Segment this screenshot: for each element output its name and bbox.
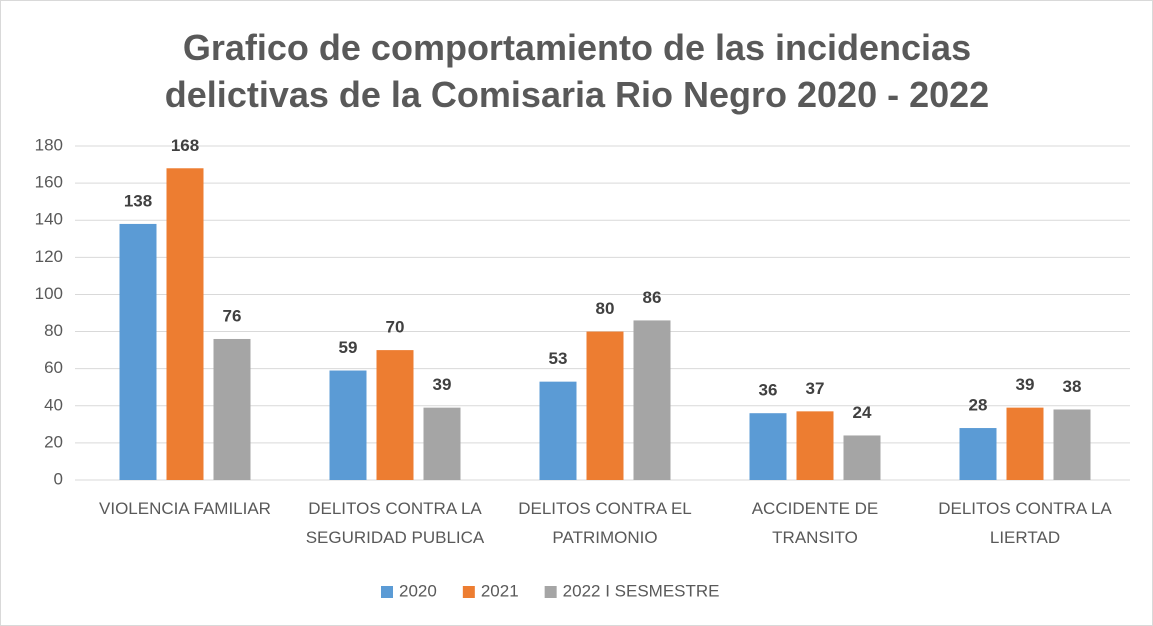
bar <box>959 428 997 480</box>
data-label: 80 <box>596 299 615 318</box>
legend-swatch <box>462 586 475 598</box>
legend-label: 2021 <box>481 581 519 600</box>
bar <box>1006 407 1044 480</box>
data-label: 38 <box>1063 377 1082 396</box>
bar <box>586 331 624 480</box>
x-tick-label: DELITOS CONTRA LA SEGURIDAD PUBLICA <box>306 499 485 547</box>
bar <box>843 435 881 480</box>
data-label: 36 <box>759 381 778 400</box>
x-tick-label: DELITOS CONTRA EL PATRIMONIO <box>518 499 692 547</box>
y-tick-label: 20 <box>44 432 63 451</box>
y-tick-label: 40 <box>44 395 63 414</box>
bar <box>329 370 367 480</box>
bar <box>213 338 251 480</box>
y-tick-label: 120 <box>35 247 63 266</box>
bar <box>539 381 577 480</box>
data-label: 168 <box>171 136 199 155</box>
data-label: 24 <box>853 403 872 422</box>
y-tick-label: 100 <box>35 284 63 303</box>
x-tick-label: DELITOS CONTRA LA LIERTAD <box>938 499 1112 547</box>
legend-label: 2020 <box>399 581 437 600</box>
x-tick-label: ACCIDENTE DE TRANSITO <box>752 499 879 547</box>
legend-swatch <box>544 586 557 598</box>
data-label: 76 <box>223 306 242 325</box>
data-label: 39 <box>433 375 452 394</box>
chart-title: Grafico de comportamiento de las inciden… <box>165 27 989 115</box>
y-tick-label: 180 <box>35 135 63 154</box>
data-label: 37 <box>806 379 825 398</box>
bar <box>166 168 204 480</box>
data-label: 28 <box>969 396 988 415</box>
data-label: 70 <box>386 318 405 337</box>
data-label: 39 <box>1016 375 1035 394</box>
legend-swatch <box>381 586 393 598</box>
data-label: 53 <box>549 349 568 368</box>
data-label: 138 <box>124 191 152 210</box>
x-tick-label: VIOLENCIA FAMILIAR <box>99 499 271 518</box>
bar <box>119 223 157 480</box>
bar <box>633 320 671 480</box>
bar <box>749 413 787 480</box>
y-tick-label: 60 <box>44 358 63 377</box>
data-label: 86 <box>643 288 662 307</box>
y-tick-label: 0 <box>54 469 63 488</box>
bar <box>376 350 414 480</box>
bar <box>1053 409 1091 480</box>
y-tick-label: 160 <box>35 173 63 192</box>
y-tick-label: 80 <box>44 321 63 340</box>
legend-label: 2022 I SESMESTRE <box>563 581 720 600</box>
bar <box>423 407 461 480</box>
y-tick-label: 140 <box>35 210 63 229</box>
data-label: 59 <box>339 338 358 357</box>
bar <box>796 411 834 480</box>
